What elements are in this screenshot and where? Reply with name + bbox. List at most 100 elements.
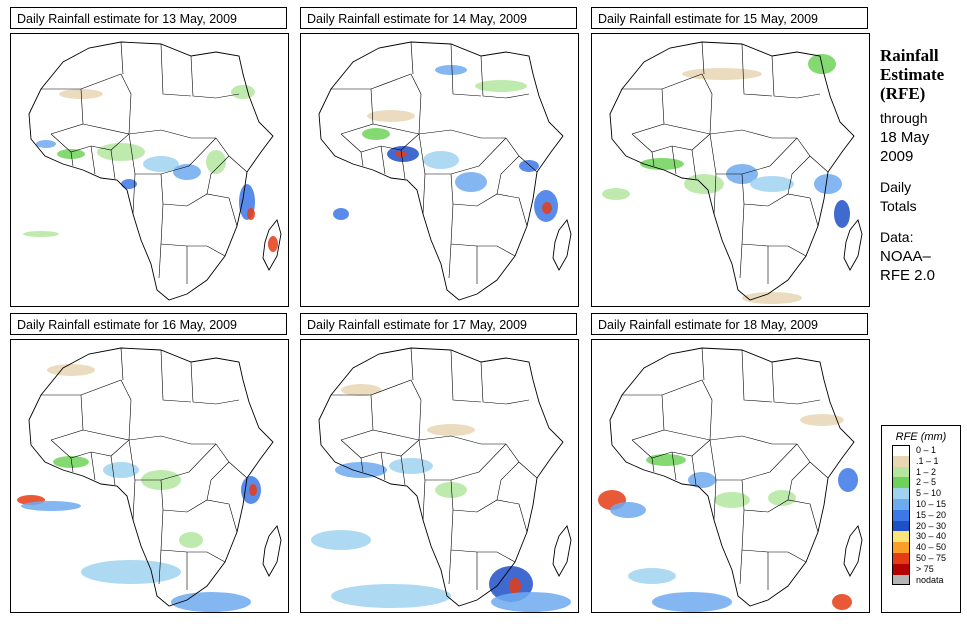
rainfall-area: [714, 492, 750, 508]
country-border: [360, 151, 364, 167]
legend-item: 0 – 1: [882, 445, 960, 456]
legend-item: 10 – 15: [882, 498, 960, 510]
legend-item: 40 – 50: [882, 542, 960, 553]
country-border: [663, 123, 797, 139]
country-border: [206, 461, 230, 501]
legend-item: 30 – 40: [882, 531, 960, 543]
rainfall-area: [423, 151, 459, 169]
country-border: [90, 451, 96, 481]
country-border: [450, 509, 516, 563]
country-border: [701, 41, 705, 75]
legend-item: > 75: [882, 563, 960, 575]
country-border: [70, 151, 74, 167]
panel-title: Daily Rainfall estimate for 17 May, 2009: [300, 313, 577, 335]
rainfall-map: [300, 339, 579, 613]
panel-title: Daily Rainfall estimate for 18 May, 2009: [591, 313, 868, 335]
country-border: [741, 43, 773, 97]
data-source-line: Data:: [880, 229, 914, 245]
rainfall-area: [103, 462, 139, 478]
country-border: [787, 461, 811, 501]
country-border: [215, 443, 248, 479]
country-border: [372, 429, 506, 445]
rainfall-area: [389, 458, 433, 474]
country-border: [410, 41, 414, 75]
legend-label: nodata: [916, 574, 944, 585]
legend-swatch: [892, 488, 910, 499]
legend-item: 2 – 5: [882, 477, 960, 489]
legend-item: 5 – 10: [882, 488, 960, 499]
rainfall-area: [800, 414, 844, 426]
legend-swatch: [892, 542, 910, 553]
country-border: [160, 173, 238, 227]
legend-label: 50 – 75: [916, 552, 947, 563]
country-border: [448, 243, 452, 279]
country-border: [70, 457, 74, 473]
coastline: [28, 41, 274, 301]
country-border: [671, 145, 677, 175]
country-border: [80, 379, 132, 441]
rainfall-pattern: [23, 85, 278, 252]
data-source-line: RFE 2.0: [880, 267, 936, 284]
panel-title: Daily Rainfall estimate for 15 May, 2009: [591, 7, 868, 29]
rainfall-area: [23, 231, 59, 237]
legend-item: 15 – 20: [882, 509, 960, 521]
country-border: [796, 137, 829, 173]
country-border: [380, 145, 386, 175]
country-border: [422, 173, 426, 215]
country-border: [82, 429, 216, 445]
rainfall-area: [640, 158, 684, 170]
rainfall-area: [742, 292, 802, 304]
country-border: [651, 457, 655, 473]
legend-label: 30 – 40: [916, 531, 947, 542]
madagascar-outline: [262, 525, 282, 577]
country-border: [450, 203, 516, 257]
country-border: [90, 145, 96, 175]
legend-swatch: [892, 563, 910, 575]
country-border: [622, 88, 665, 135]
rainfall-area: [231, 85, 255, 99]
country-border: [160, 43, 192, 97]
rainfall-area: [834, 200, 850, 228]
rainfall-area: [206, 150, 226, 174]
rainfall-area: [832, 594, 852, 610]
country-border: [771, 361, 821, 405]
rainfall-map: [591, 33, 870, 307]
country-border: [671, 451, 677, 481]
date-line: 18 May: [880, 129, 930, 146]
country-border: [709, 439, 798, 481]
rainfall-area: [81, 560, 181, 584]
rainfall-area: [53, 456, 89, 468]
rainfall-area: [341, 384, 381, 396]
rainfall-area: [435, 482, 467, 498]
rainfall-pattern: [333, 65, 558, 222]
legend-item: 1 – 2: [882, 466, 960, 478]
country-border: [132, 173, 136, 215]
legend-label: 15 – 20: [916, 509, 947, 520]
map-panel-17-may: Daily Rainfall estimate for 17 May, 2009: [300, 313, 579, 613]
country-border: [796, 443, 829, 479]
country-border: [739, 549, 743, 585]
country-border: [418, 439, 507, 481]
legend-swatch: [892, 445, 910, 456]
rainfall-map: [10, 33, 289, 307]
legend-item: 20 – 30: [882, 520, 960, 532]
country-border: [158, 549, 162, 585]
country-border: [331, 88, 374, 135]
rainfall-area: [455, 172, 487, 192]
legend-item: .1 – 1: [882, 455, 960, 467]
rainfall-pattern: [17, 364, 261, 612]
rainfall-area: [682, 68, 762, 80]
rainfall-map: [591, 339, 870, 613]
country-border: [448, 549, 452, 585]
coastline: [28, 347, 274, 607]
country-border: [450, 349, 482, 403]
country-border: [713, 479, 717, 521]
country-border: [120, 347, 124, 381]
country-border: [496, 461, 520, 501]
country-border: [661, 73, 713, 135]
legend-label: 2 – 5: [916, 477, 937, 488]
coastline: [318, 41, 564, 301]
map-panel-18-may: Daily Rainfall estimate for 18 May, 2009: [591, 313, 870, 613]
